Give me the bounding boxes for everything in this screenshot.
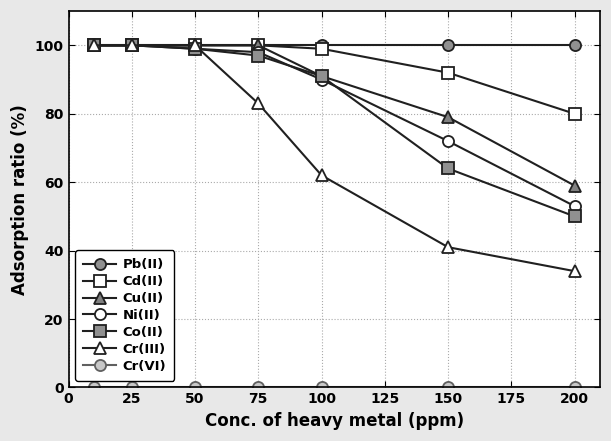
- Cr(VI): [318, 385, 325, 390]
- Pb(II): [255, 43, 262, 48]
- Legend: Pb(II), Cd(II), Cu(II), Ni(II), Co(II), Cr(III), Cr(VI): Pb(II), Cd(II), Cu(II), Ni(II), Co(II), …: [75, 250, 174, 381]
- Cu(II): [444, 115, 452, 120]
- Cu(II): [255, 43, 262, 48]
- Line: Cu(II): Cu(II): [87, 39, 581, 192]
- Ni(II): [318, 77, 325, 82]
- Cr(III): [318, 173, 325, 178]
- Cr(VI): [571, 385, 578, 390]
- Pb(II): [128, 43, 136, 48]
- Cr(VI): [255, 385, 262, 390]
- Cr(III): [191, 43, 199, 48]
- Cd(II): [191, 43, 199, 48]
- Line: Co(II): Co(II): [88, 40, 580, 222]
- Co(II): [128, 43, 136, 48]
- Ni(II): [191, 46, 199, 52]
- Co(II): [255, 53, 262, 58]
- Cd(II): [90, 43, 98, 48]
- Cr(III): [90, 43, 98, 48]
- Line: Pb(II): Pb(II): [88, 40, 580, 51]
- Cu(II): [571, 183, 578, 188]
- Cu(II): [191, 43, 199, 48]
- Co(II): [191, 46, 199, 52]
- Cr(VI): [90, 385, 98, 390]
- Cd(II): [128, 43, 136, 48]
- Cr(III): [255, 101, 262, 106]
- Ni(II): [571, 203, 578, 209]
- Cr(III): [128, 43, 136, 48]
- Pb(II): [191, 43, 199, 48]
- Cr(III): [571, 269, 578, 274]
- Ni(II): [128, 43, 136, 48]
- Line: Cr(III): Cr(III): [87, 39, 581, 277]
- Cd(II): [571, 111, 578, 116]
- Co(II): [318, 74, 325, 79]
- Co(II): [444, 166, 452, 171]
- Line: Cd(II): Cd(II): [88, 40, 580, 120]
- Line: Ni(II): Ni(II): [88, 40, 580, 212]
- Pb(II): [318, 43, 325, 48]
- Pb(II): [444, 43, 452, 48]
- Pb(II): [571, 43, 578, 48]
- Ni(II): [444, 138, 452, 144]
- Cu(II): [318, 74, 325, 79]
- Ni(II): [255, 49, 262, 55]
- Cr(VI): [444, 385, 452, 390]
- Line: Cr(VI): Cr(VI): [88, 382, 580, 393]
- Cu(II): [90, 43, 98, 48]
- Pb(II): [90, 43, 98, 48]
- Cr(VI): [191, 385, 199, 390]
- Cu(II): [128, 43, 136, 48]
- Cd(II): [255, 43, 262, 48]
- Cd(II): [318, 46, 325, 52]
- Cr(III): [444, 245, 452, 250]
- Cr(VI): [128, 385, 136, 390]
- Ni(II): [90, 43, 98, 48]
- Co(II): [90, 43, 98, 48]
- Co(II): [571, 214, 578, 219]
- Cd(II): [444, 70, 452, 75]
- Y-axis label: Adsorption ratio (%): Adsorption ratio (%): [11, 104, 29, 295]
- X-axis label: Conc. of heavy metal (ppm): Conc. of heavy metal (ppm): [205, 412, 464, 430]
